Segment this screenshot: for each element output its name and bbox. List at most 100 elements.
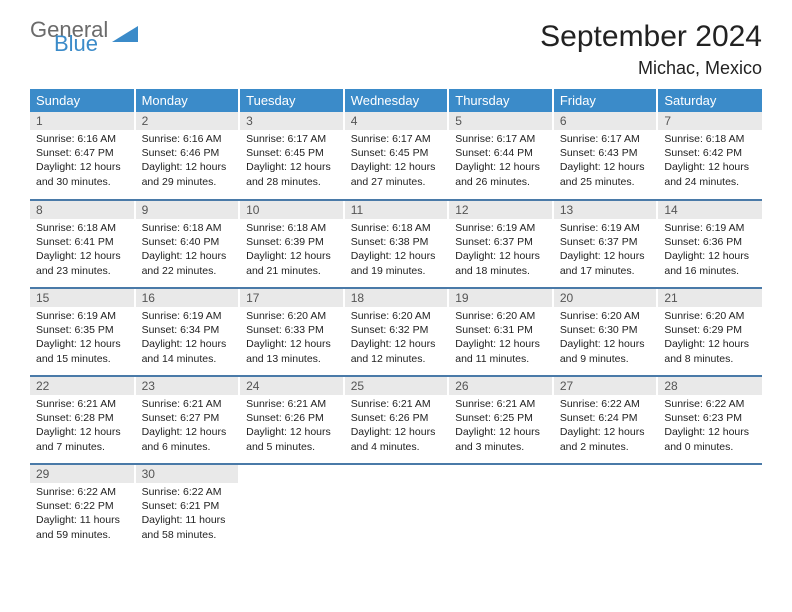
day-details: Sunrise: 6:19 AMSunset: 6:37 PMDaylight:… <box>449 219 552 282</box>
calendar-cell: 4Sunrise: 6:17 AMSunset: 6:45 PMDaylight… <box>344 112 449 200</box>
month-title: September 2024 <box>540 20 762 54</box>
calendar-cell: 10Sunrise: 6:18 AMSunset: 6:39 PMDayligh… <box>239 200 344 288</box>
calendar-table: SundayMondayTuesdayWednesdayThursdayFrid… <box>30 89 762 552</box>
day-number: 26 <box>449 377 552 395</box>
day-number: 30 <box>136 465 239 483</box>
calendar-cell: 18Sunrise: 6:20 AMSunset: 6:32 PMDayligh… <box>344 288 449 376</box>
calendar-body: 1Sunrise: 6:16 AMSunset: 6:47 PMDaylight… <box>30 112 762 552</box>
calendar-cell: 29Sunrise: 6:22 AMSunset: 6:22 PMDayligh… <box>30 464 135 552</box>
day-number: 20 <box>554 289 657 307</box>
calendar-cell: 30Sunrise: 6:22 AMSunset: 6:21 PMDayligh… <box>135 464 240 552</box>
day-number: 11 <box>345 201 448 219</box>
day-number: 27 <box>554 377 657 395</box>
weekday-header: Monday <box>135 89 240 112</box>
calendar-row: 15Sunrise: 6:19 AMSunset: 6:35 PMDayligh… <box>30 288 762 376</box>
calendar-row: 8Sunrise: 6:18 AMSunset: 6:41 PMDaylight… <box>30 200 762 288</box>
calendar-cell: 5Sunrise: 6:17 AMSunset: 6:44 PMDaylight… <box>448 112 553 200</box>
day-details: Sunrise: 6:21 AMSunset: 6:26 PMDaylight:… <box>345 395 448 458</box>
day-number: 23 <box>136 377 239 395</box>
calendar-cell: 3Sunrise: 6:17 AMSunset: 6:45 PMDaylight… <box>239 112 344 200</box>
day-number: 3 <box>240 112 343 130</box>
day-number: 19 <box>449 289 552 307</box>
calendar-cell: 7Sunrise: 6:18 AMSunset: 6:42 PMDaylight… <box>657 112 762 200</box>
calendar-cell: 26Sunrise: 6:21 AMSunset: 6:25 PMDayligh… <box>448 376 553 464</box>
day-number: 21 <box>658 289 762 307</box>
calendar-cell: 9Sunrise: 6:18 AMSunset: 6:40 PMDaylight… <box>135 200 240 288</box>
day-number: 29 <box>30 465 134 483</box>
calendar-cell: 16Sunrise: 6:19 AMSunset: 6:34 PMDayligh… <box>135 288 240 376</box>
calendar-cell <box>553 464 658 552</box>
day-number: 2 <box>136 112 239 130</box>
day-details: Sunrise: 6:17 AMSunset: 6:43 PMDaylight:… <box>554 130 657 193</box>
day-number: 10 <box>240 201 343 219</box>
day-number: 13 <box>554 201 657 219</box>
calendar-cell: 2Sunrise: 6:16 AMSunset: 6:46 PMDaylight… <box>135 112 240 200</box>
calendar-cell: 23Sunrise: 6:21 AMSunset: 6:27 PMDayligh… <box>135 376 240 464</box>
calendar-cell: 17Sunrise: 6:20 AMSunset: 6:33 PMDayligh… <box>239 288 344 376</box>
calendar-cell: 13Sunrise: 6:19 AMSunset: 6:37 PMDayligh… <box>553 200 658 288</box>
day-number: 9 <box>136 201 239 219</box>
day-number: 17 <box>240 289 343 307</box>
day-number: 1 <box>30 112 134 130</box>
weekday-header: Tuesday <box>239 89 344 112</box>
day-details: Sunrise: 6:20 AMSunset: 6:32 PMDaylight:… <box>345 307 448 370</box>
calendar-cell: 12Sunrise: 6:19 AMSunset: 6:37 PMDayligh… <box>448 200 553 288</box>
calendar-cell: 27Sunrise: 6:22 AMSunset: 6:24 PMDayligh… <box>553 376 658 464</box>
day-details: Sunrise: 6:22 AMSunset: 6:23 PMDaylight:… <box>658 395 762 458</box>
location-text: Michac, Mexico <box>540 58 762 79</box>
day-details: Sunrise: 6:19 AMSunset: 6:36 PMDaylight:… <box>658 219 762 282</box>
day-details: Sunrise: 6:22 AMSunset: 6:24 PMDaylight:… <box>554 395 657 458</box>
calendar-cell <box>657 464 762 552</box>
day-details: Sunrise: 6:22 AMSunset: 6:21 PMDaylight:… <box>136 483 239 546</box>
day-details: Sunrise: 6:18 AMSunset: 6:41 PMDaylight:… <box>30 219 134 282</box>
day-details: Sunrise: 6:20 AMSunset: 6:29 PMDaylight:… <box>658 307 762 370</box>
calendar-cell <box>448 464 553 552</box>
calendar-cell: 19Sunrise: 6:20 AMSunset: 6:31 PMDayligh… <box>448 288 553 376</box>
day-details: Sunrise: 6:18 AMSunset: 6:40 PMDaylight:… <box>136 219 239 282</box>
weekday-header: Saturday <box>657 89 762 112</box>
day-details: Sunrise: 6:20 AMSunset: 6:33 PMDaylight:… <box>240 307 343 370</box>
day-details: Sunrise: 6:21 AMSunset: 6:26 PMDaylight:… <box>240 395 343 458</box>
day-details: Sunrise: 6:21 AMSunset: 6:25 PMDaylight:… <box>449 395 552 458</box>
day-number: 25 <box>345 377 448 395</box>
calendar-cell <box>239 464 344 552</box>
day-details: Sunrise: 6:16 AMSunset: 6:46 PMDaylight:… <box>136 130 239 193</box>
calendar-row: 22Sunrise: 6:21 AMSunset: 6:28 PMDayligh… <box>30 376 762 464</box>
day-details: Sunrise: 6:19 AMSunset: 6:35 PMDaylight:… <box>30 307 134 370</box>
day-details: Sunrise: 6:21 AMSunset: 6:28 PMDaylight:… <box>30 395 134 458</box>
day-number: 14 <box>658 201 762 219</box>
calendar-cell: 28Sunrise: 6:22 AMSunset: 6:23 PMDayligh… <box>657 376 762 464</box>
calendar-cell <box>344 464 449 552</box>
day-number: 5 <box>449 112 552 130</box>
calendar-cell: 21Sunrise: 6:20 AMSunset: 6:29 PMDayligh… <box>657 288 762 376</box>
day-details: Sunrise: 6:17 AMSunset: 6:45 PMDaylight:… <box>240 130 343 193</box>
calendar-cell: 15Sunrise: 6:19 AMSunset: 6:35 PMDayligh… <box>30 288 135 376</box>
calendar-cell: 25Sunrise: 6:21 AMSunset: 6:26 PMDayligh… <box>344 376 449 464</box>
calendar-cell: 8Sunrise: 6:18 AMSunset: 6:41 PMDaylight… <box>30 200 135 288</box>
day-details: Sunrise: 6:18 AMSunset: 6:38 PMDaylight:… <box>345 219 448 282</box>
day-number: 16 <box>136 289 239 307</box>
day-number: 15 <box>30 289 134 307</box>
calendar-cell: 14Sunrise: 6:19 AMSunset: 6:36 PMDayligh… <box>657 200 762 288</box>
weekday-header-row: SundayMondayTuesdayWednesdayThursdayFrid… <box>30 89 762 112</box>
weekday-header: Wednesday <box>344 89 449 112</box>
calendar-row: 29Sunrise: 6:22 AMSunset: 6:22 PMDayligh… <box>30 464 762 552</box>
calendar-cell: 1Sunrise: 6:16 AMSunset: 6:47 PMDaylight… <box>30 112 135 200</box>
calendar-row: 1Sunrise: 6:16 AMSunset: 6:47 PMDaylight… <box>30 112 762 200</box>
day-details: Sunrise: 6:16 AMSunset: 6:47 PMDaylight:… <box>30 130 134 193</box>
day-number: 18 <box>345 289 448 307</box>
weekday-header: Friday <box>553 89 658 112</box>
day-details: Sunrise: 6:21 AMSunset: 6:27 PMDaylight:… <box>136 395 239 458</box>
day-details: Sunrise: 6:20 AMSunset: 6:31 PMDaylight:… <box>449 307 552 370</box>
calendar-cell: 11Sunrise: 6:18 AMSunset: 6:38 PMDayligh… <box>344 200 449 288</box>
day-details: Sunrise: 6:17 AMSunset: 6:44 PMDaylight:… <box>449 130 552 193</box>
day-number: 22 <box>30 377 134 395</box>
logo-triangle-icon <box>112 26 138 51</box>
day-number: 8 <box>30 201 134 219</box>
calendar-cell: 24Sunrise: 6:21 AMSunset: 6:26 PMDayligh… <box>239 376 344 464</box>
day-number: 12 <box>449 201 552 219</box>
logo-sub-text: Blue <box>54 34 108 54</box>
page-header: General Blue September 2024 Michac, Mexi… <box>0 0 792 89</box>
day-number: 28 <box>658 377 762 395</box>
day-number: 6 <box>554 112 657 130</box>
